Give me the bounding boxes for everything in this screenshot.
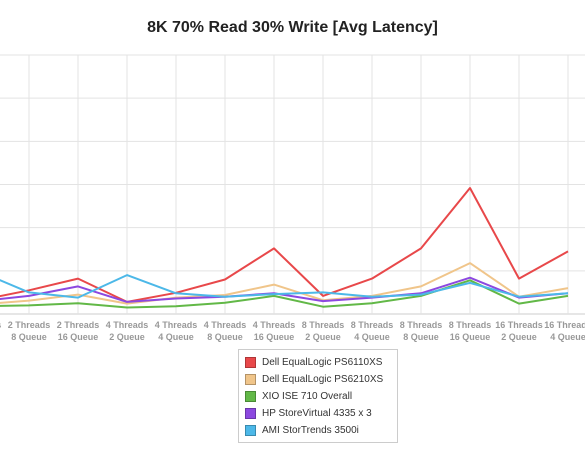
legend-swatch [245, 408, 256, 419]
x-tick-label: 16 Queue [58, 332, 99, 342]
grid-lines [0, 54, 585, 315]
series-line-2 [0, 279, 569, 309]
x-tick-label: 2 Queue [109, 332, 145, 342]
legend-label: Dell EqualLogic PS6210XS [262, 374, 384, 385]
x-tick-label: 4 Threads [155, 320, 198, 330]
series-line-0 [0, 187, 569, 303]
legend-swatch [245, 391, 256, 402]
legend-item[interactable]: XIO ISE 710 Overall [245, 388, 391, 405]
x-tick-label: 8 Threads [302, 320, 345, 330]
legend-swatch [245, 357, 256, 368]
x-tick-label: 8 Queue [11, 332, 47, 342]
x-tick-label: 8 Threads [449, 320, 492, 330]
chart-title: 8K 70% Read 30% Write [Avg Latency] [147, 19, 438, 36]
legend-label: AMI StorTrends 3500i [262, 425, 359, 436]
x-tick-label: 16 Queue [254, 332, 295, 342]
legend-label: HP StoreVirtual 4335 x 3 [262, 408, 372, 419]
x-tick-label: 4 Threads [253, 320, 296, 330]
x-tick-label: 8 Threads [400, 320, 443, 330]
x-tick-label: 2 Threads [0, 320, 1, 330]
series-line-4 [0, 274, 569, 299]
x-tick-label: 8 Queue [403, 332, 439, 342]
series-line-1 [0, 262, 569, 305]
x-tick-label: 16 Threads [495, 320, 543, 330]
legend-item[interactable]: Dell EqualLogic PS6210XS [245, 371, 391, 388]
legend-swatch [245, 425, 256, 436]
legend-item[interactable]: HP StoreVirtual 4335 x 3 [245, 405, 391, 422]
chart-legend[interactable]: Dell EqualLogic PS6110XS Dell EqualLogic … [238, 349, 398, 443]
x-tick-label: 2 Threads [57, 320, 100, 330]
x-tick-label: 2 Queue [305, 332, 341, 342]
x-tick-label: 16 Queue [450, 332, 491, 342]
x-tick-label: 2 Threads [8, 320, 51, 330]
x-tick-label: 4 Queue [354, 332, 390, 342]
legend-label: Dell EqualLogic PS6110XS [262, 357, 383, 368]
x-tick-label: 2 Queue [501, 332, 537, 342]
x-tick-label: 8 Queue [207, 332, 243, 342]
x-tick-label: 4 Queue [158, 332, 194, 342]
x-tick-label: 8 Threads [351, 320, 394, 330]
x-axis-tick-labels: 2 Threads 4 Queue 2 Threads 8 Queue 2 Thread… [0, 320, 585, 342]
legend-item[interactable]: AMI StorTrends 3500i [245, 422, 391, 439]
x-tick-label: 4 Queue [550, 332, 585, 342]
series-lines [0, 187, 569, 309]
legend-label: XIO ISE 710 Overall [262, 391, 353, 402]
x-tick-label: 16 Threads [544, 320, 585, 330]
legend-item[interactable]: Dell EqualLogic PS6110XS [245, 354, 391, 371]
x-tick-label: 4 Threads [106, 320, 149, 330]
legend-swatch [245, 374, 256, 385]
x-tick-label: 4 Threads [204, 320, 247, 330]
